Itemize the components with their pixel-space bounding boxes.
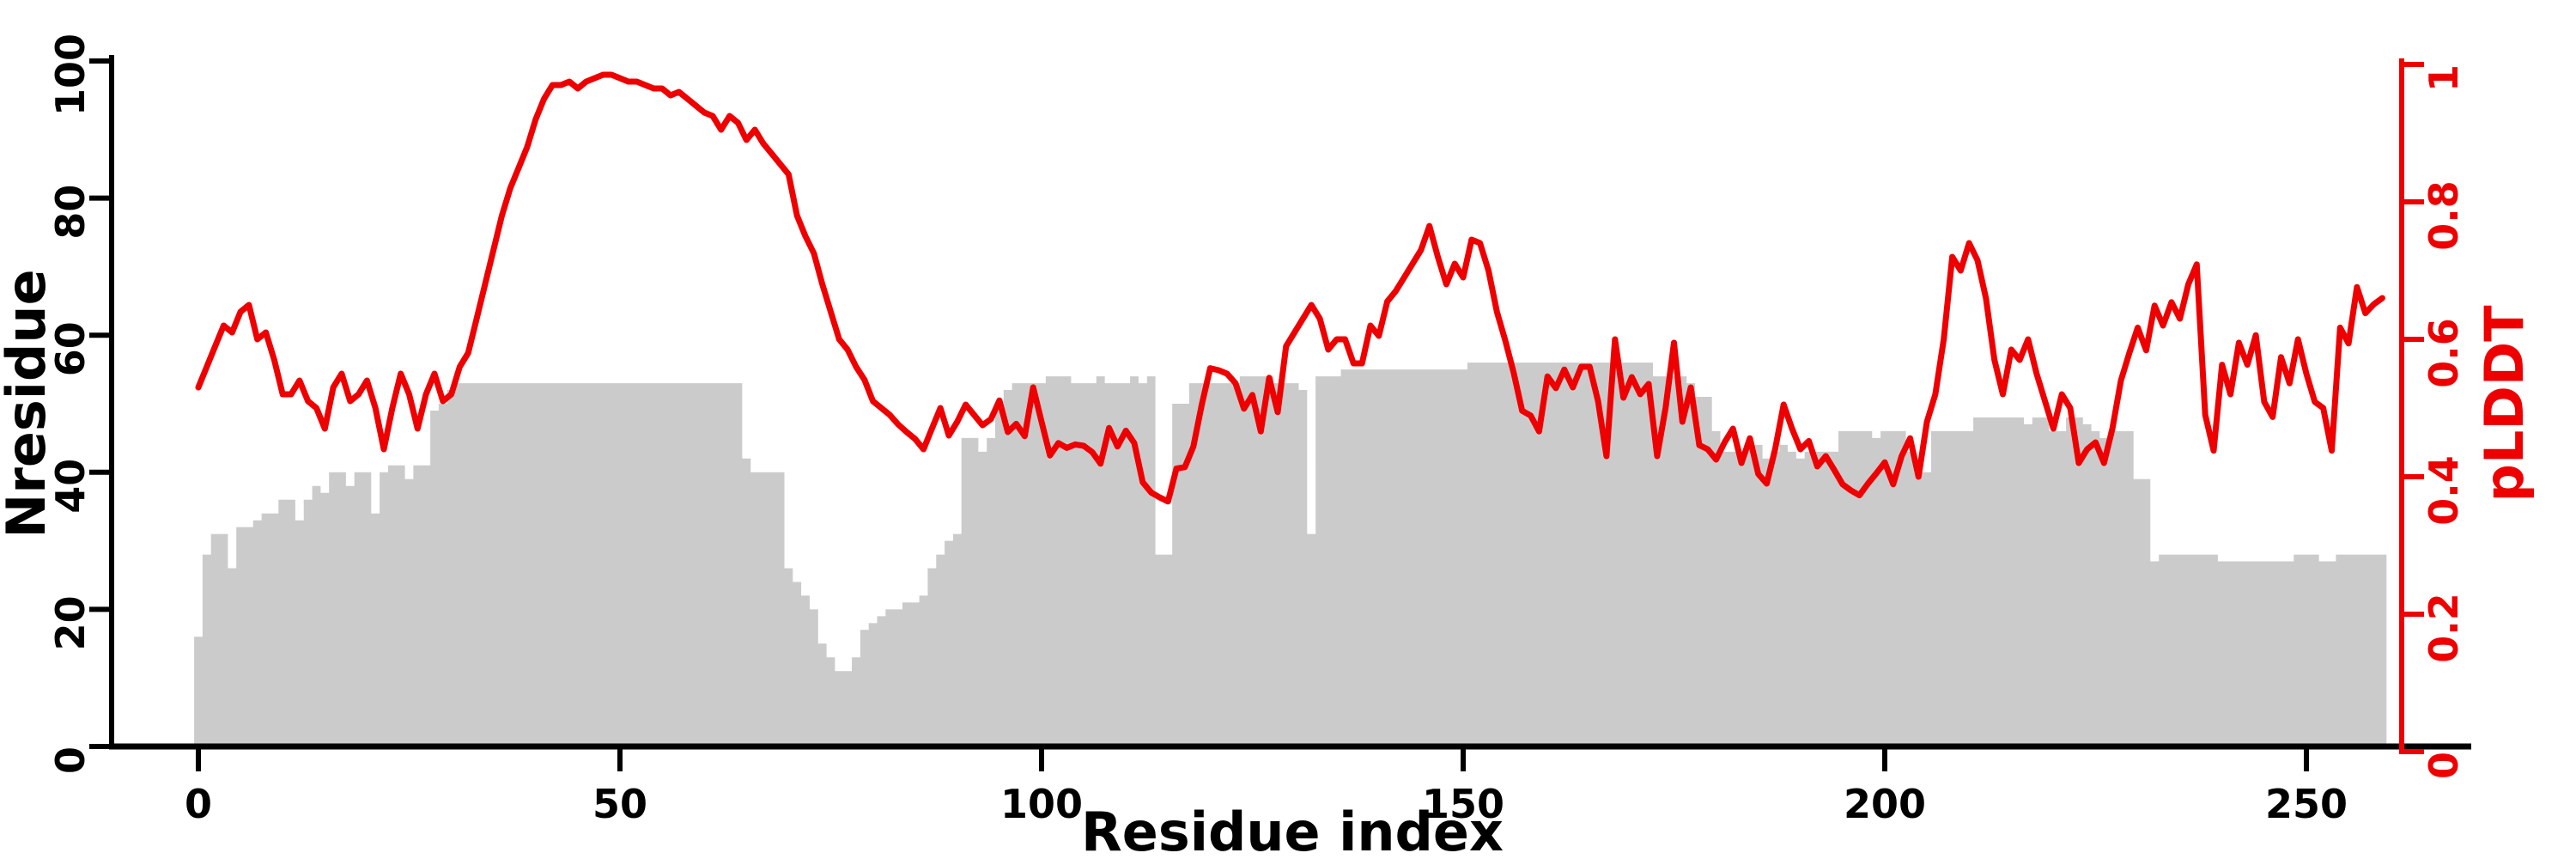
right-axis-ticks: 0 0.2 0.4 0.6 0.8 1	[2402, 62, 2467, 779]
tick-label: 100	[47, 34, 94, 116]
tick-label: 0	[47, 746, 94, 774]
tick-label: 50	[592, 781, 647, 827]
bar-series-nresidue	[194, 362, 2387, 746]
tick-label: 60	[47, 321, 94, 376]
tick-label: 40	[47, 459, 94, 514]
x-axis-title: Residue index	[1081, 801, 1504, 859]
tick-label: 0.2	[2421, 593, 2467, 663]
tick-label: 100	[1000, 781, 1083, 827]
tick-label: 200	[1844, 781, 1926, 827]
tick-label: 150	[1422, 781, 1504, 827]
tick-label: 0.4	[2421, 455, 2467, 526]
tick-label: 1	[2421, 64, 2467, 92]
tick-label: 80	[47, 185, 94, 240]
y-axis-title-left: Nresidue	[0, 269, 58, 538]
tick-label: 0.6	[2421, 318, 2467, 388]
y-axis-title-right: pLDDT	[2473, 305, 2536, 502]
tick-label: 20	[47, 595, 94, 650]
bottom-axis-ticks: 0 50 100 150 200 250	[185, 749, 2348, 827]
tick-label: 250	[2265, 781, 2348, 827]
line-series-plddt	[195, 71, 2385, 505]
tick-label: 0	[185, 781, 212, 827]
left-axis-ticks: 0 20 40 60 80 100	[47, 34, 112, 774]
tick-label: 0.8	[2421, 180, 2467, 251]
tick-label: 0	[2421, 752, 2467, 779]
